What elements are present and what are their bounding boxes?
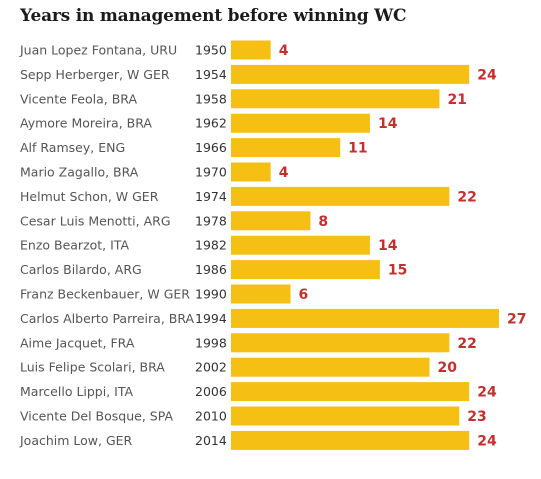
bar [231, 260, 380, 280]
value-label: 24 [477, 385, 497, 401]
bar [231, 406, 460, 426]
year-label: 1990 [195, 287, 227, 302]
year-label: 1950 [195, 43, 227, 58]
manager-label: Enzo Bearzot, ITA [20, 238, 129, 253]
value-label: 23 [467, 409, 486, 425]
value-label: 20 [438, 360, 458, 376]
manager-label: Cesar Luis Menotti, ARG [20, 213, 171, 228]
manager-label: Franz Beckenbauer, W GER [20, 287, 190, 302]
year-label: 1982 [195, 238, 227, 253]
manager-label: Aymore Moreira, BRA [20, 116, 152, 131]
bar [231, 138, 341, 158]
manager-label: Vicente Del Bosque, SPA [20, 409, 173, 424]
manager-label: Aime Jacquet, FRA [20, 335, 135, 350]
value-label: 24 [477, 433, 497, 449]
value-label: 15 [388, 263, 407, 279]
bar [231, 89, 440, 109]
manager-label: Sepp Herberger, W GER [20, 67, 170, 82]
bar [231, 186, 450, 206]
year-label: 1994 [195, 311, 227, 326]
manager-label: Joachim Low, GER [19, 433, 133, 448]
bar [231, 162, 271, 182]
manager-label: Helmut Schon, W GER [20, 189, 159, 204]
bar [231, 284, 291, 304]
year-label: 1974 [195, 189, 227, 204]
year-label: 1970 [195, 165, 227, 180]
value-label: 6 [299, 287, 309, 303]
year-label: 1958 [195, 91, 227, 106]
year-label: 1954 [195, 67, 227, 82]
year-label: 1978 [195, 213, 227, 228]
value-label: 14 [378, 116, 398, 132]
value-label: 8 [318, 214, 328, 230]
year-label: 1998 [195, 335, 227, 350]
bar [231, 40, 271, 60]
bar [231, 357, 430, 377]
bar [231, 113, 370, 133]
value-label: 14 [378, 238, 398, 254]
year-label: 1986 [195, 262, 227, 277]
manager-label: Alf Ramsey, ENG [20, 140, 125, 155]
bar [231, 382, 470, 402]
manager-label: Luis Felipe Scolari, BRA [20, 360, 165, 375]
value-label: 4 [279, 165, 289, 181]
year-label: 2002 [195, 360, 227, 375]
value-label: 21 [447, 92, 466, 108]
year-label: 2014 [195, 433, 227, 448]
bar [231, 333, 450, 353]
manager-label: Carlos Bilardo, ARG [20, 262, 142, 277]
value-label: 22 [457, 336, 476, 352]
year-label: 2010 [195, 409, 227, 424]
bar [231, 430, 470, 450]
value-label: 22 [457, 189, 476, 205]
value-label: 24 [477, 67, 497, 83]
manager-label: Carlos Alberto Parreira, BRA [20, 311, 195, 326]
bar [231, 308, 499, 328]
manager-label: Juan Lopez Fontana, URU [19, 43, 177, 58]
bar [231, 64, 470, 84]
chart-title: Years in management before winning WC [20, 6, 407, 26]
year-label: 1962 [195, 116, 227, 131]
value-label: 27 [507, 311, 526, 327]
value-label: 11 [348, 141, 367, 157]
manager-label: Mario Zagallo, BRA [20, 165, 139, 180]
year-label: 2006 [195, 384, 227, 399]
manager-label: Vicente Feola, BRA [20, 91, 137, 106]
bar [231, 211, 311, 231]
year-label: 1966 [195, 140, 227, 155]
value-label: 4 [279, 43, 289, 59]
manager-label: Marcello Lippi, ITA [20, 384, 134, 399]
bar [231, 235, 370, 255]
